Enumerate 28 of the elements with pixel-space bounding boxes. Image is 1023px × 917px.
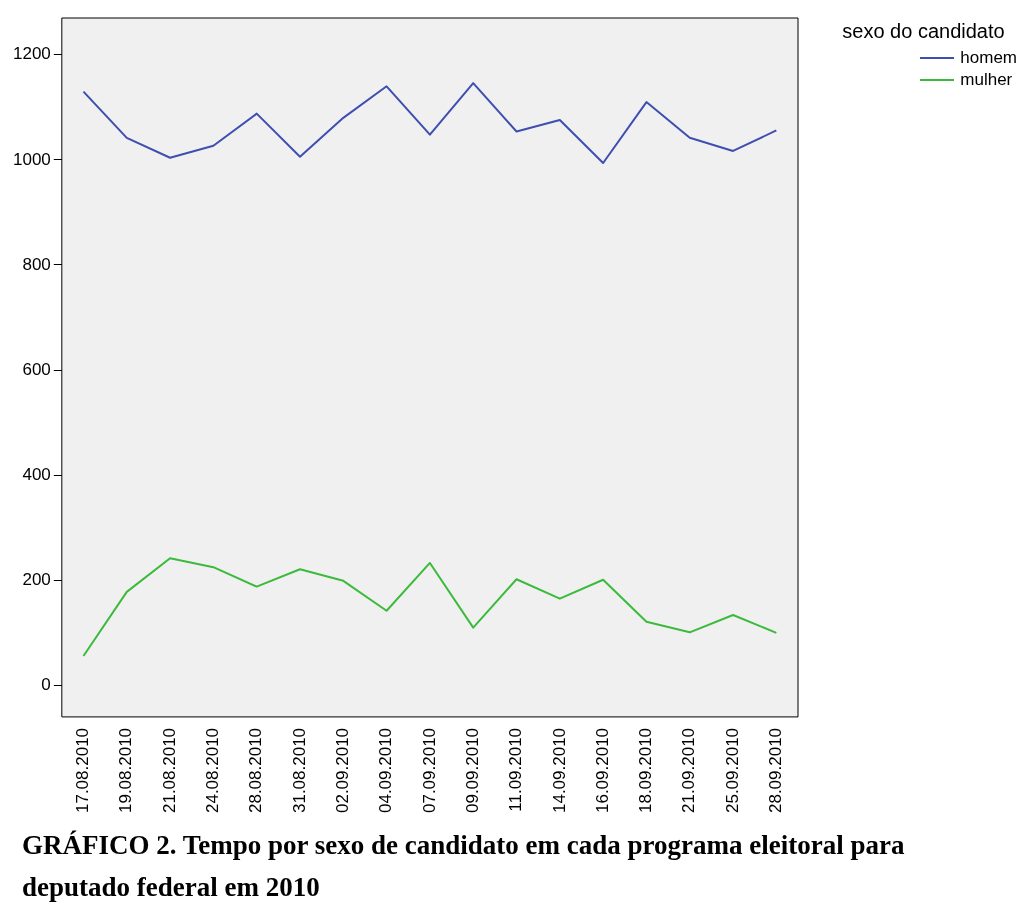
x-tick-label: 11.09.2010 [506, 727, 526, 812]
x-tick-label: 02.09.2010 [332, 727, 352, 814]
x-tick-label: 09.09.2010 [462, 727, 482, 814]
x-tick-label: 28.09.2010 [766, 727, 786, 814]
legend-label: mulher [960, 69, 1013, 91]
x-tick-label: 16.09.2010 [592, 727, 612, 814]
x-tick-label: 19.08.2010 [116, 727, 136, 814]
x-tick-label: 18.09.2010 [636, 727, 656, 814]
y-tick-label: 0 [41, 675, 51, 695]
y-tick-label: 200 [22, 569, 51, 589]
x-tick-label: 14.09.2010 [549, 727, 569, 814]
y-tick-label: 1200 [12, 44, 51, 64]
legend-label: homem [960, 47, 1017, 69]
y-tick-label: 800 [22, 254, 51, 274]
x-tick-label: 04.09.2010 [376, 727, 396, 814]
x-tick-label: 28.08.2010 [246, 727, 266, 814]
text: GRÁFICO 2. Tempo por sexo de candidato em cada programa eleitoral para deputado federal em 2010 [22, 829, 906, 904]
legend-title: sexo do candidato [842, 20, 1006, 43]
y-tick-label: 600 [22, 359, 51, 379]
y-tick-label: 1000 [12, 149, 51, 169]
x-tick-label: 17.08.2010 [73, 727, 93, 814]
x-tick-label: 21.09.2010 [679, 727, 699, 814]
x-tick-label: 31.08.2010 [289, 727, 309, 814]
x-tick-label: 25.09.2010 [722, 727, 742, 814]
x-tick-label: 21.08.2010 [159, 727, 179, 814]
x-tick-label: 24.08.2010 [203, 727, 223, 814]
y-tick-label: 400 [22, 464, 51, 484]
x-tick-label: 07.09.2010 [419, 727, 439, 814]
